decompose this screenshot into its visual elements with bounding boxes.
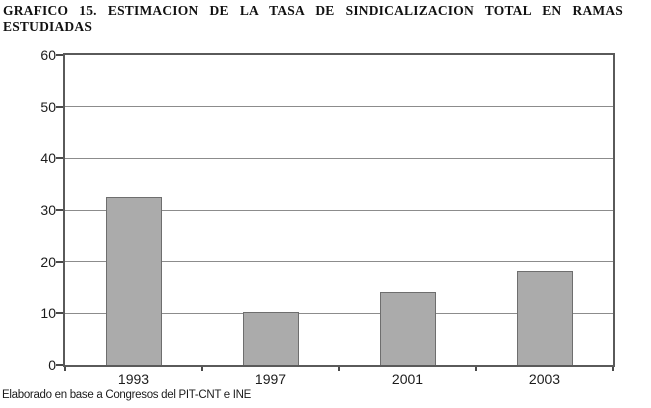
y-axis-tick-10 [56, 312, 63, 315]
chart-title-line1: GRAFICO 15. ESTIMACION DE LA TASA DE SIN… [3, 3, 623, 18]
x-axis-tick-1 [201, 367, 203, 371]
y-axis-label-30: 30 [40, 202, 56, 218]
y-axis-tick-50 [56, 105, 63, 108]
y-axis-tick-30 [56, 209, 63, 211]
bar-1993 [105, 197, 162, 365]
x-axis-tick-3 [475, 367, 477, 371]
gridline-10 [65, 312, 613, 314]
x-axis-label-2003: 2003 [528, 371, 561, 387]
y-axis-label-20: 20 [40, 253, 56, 270]
chart-title: GRAFICO 15. ESTIMACION DE LA TASA DE SIN… [3, 3, 623, 35]
y-axis-tick-60 [56, 54, 63, 56]
y-axis-label-10: 10 [40, 305, 56, 322]
x-axis-tick-4 [612, 367, 614, 371]
bar-2001 [379, 292, 436, 365]
y-axis-tick-20 [56, 260, 63, 263]
x-axis-label-2001: 2001 [391, 371, 424, 387]
y-axis-label-50: 50 [40, 98, 56, 115]
y-axis-label-0: 0 [48, 357, 56, 373]
x-axis-label-1993: 1993 [117, 371, 150, 387]
y-axis-tick-40 [56, 157, 63, 160]
x-axis-tick-2 [338, 367, 340, 371]
chart-title-line2: ESTUDIADAS [3, 19, 93, 34]
y-axis-tick-0 [56, 364, 63, 366]
source-note: Elaborado en base a Congresos del PIT-CN… [2, 389, 252, 401]
y-axis-label-60: 60 [40, 47, 56, 63]
gridline-40 [65, 157, 613, 159]
gridline-20 [65, 261, 613, 263]
gridline-50 [65, 106, 613, 108]
y-axis-label-40: 40 [40, 150, 56, 167]
x-axis-tick-0 [64, 367, 66, 371]
bar-2003 [516, 270, 573, 365]
bar-1997 [242, 312, 299, 365]
gridline-30 [65, 209, 613, 211]
x-axis-label-1997: 1997 [254, 371, 287, 387]
